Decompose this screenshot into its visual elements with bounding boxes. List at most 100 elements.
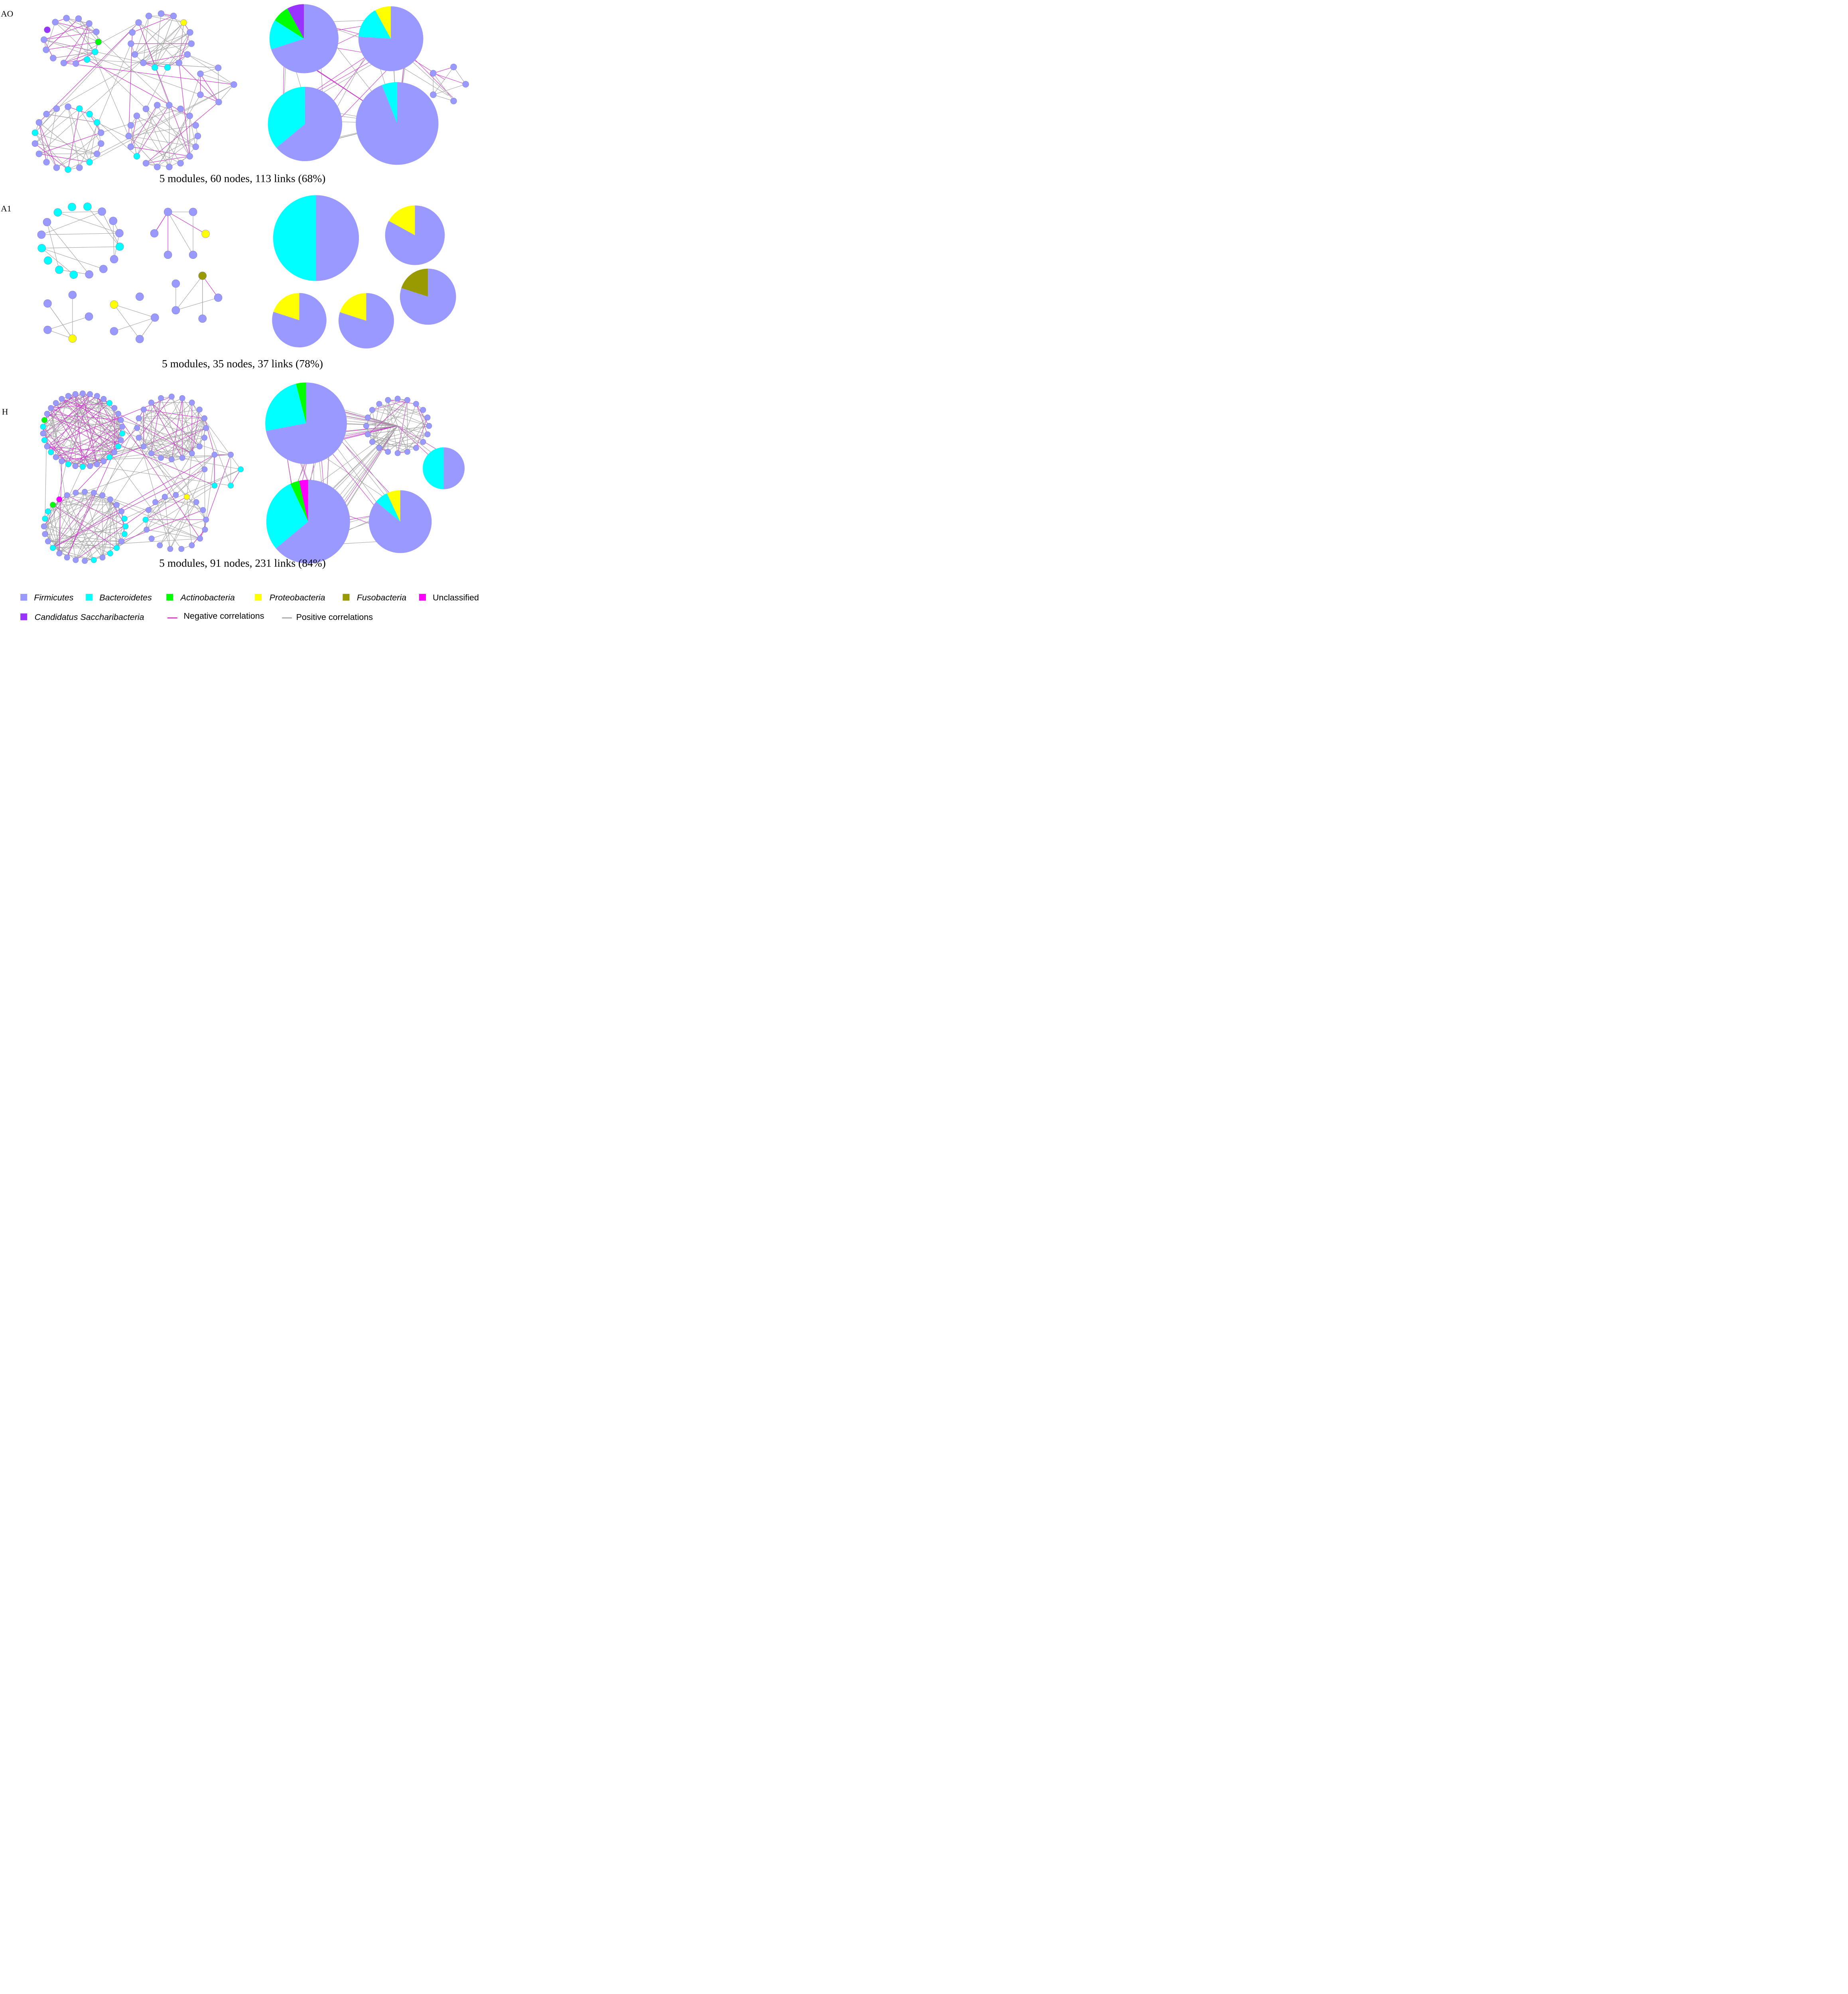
legend-item-fusobacteria: Fusobacteria (343, 593, 406, 603)
network-node (118, 437, 124, 443)
network-node (115, 443, 121, 449)
network-node (151, 313, 159, 322)
legend-item-saccharibacteria: Candidatus Saccharibacteria (20, 613, 144, 622)
network-node (238, 466, 244, 473)
negative-correlation-edge (46, 18, 79, 50)
positive-correlation-edge (43, 495, 103, 527)
network-node (42, 516, 48, 522)
network-node (107, 550, 113, 556)
network-node (201, 435, 208, 441)
network-node (99, 492, 106, 498)
positive-correlation-edge (146, 67, 168, 109)
network-node (413, 445, 419, 451)
positive-correlation-edge (397, 434, 428, 453)
module-pie (368, 490, 432, 553)
positive-correlation-edge (323, 426, 398, 502)
positive-correlation-edge (139, 317, 155, 339)
negative-correlation-edge (179, 63, 190, 156)
positive-correlation-edge (204, 418, 231, 486)
network-node (183, 494, 190, 500)
positive-correlation-edge (128, 105, 169, 136)
negative-correlation-edge (138, 396, 172, 438)
positive-correlation-edge (87, 59, 219, 68)
network-node (41, 36, 47, 43)
network-node (76, 164, 83, 171)
positive-correlation-edge (39, 122, 90, 163)
positive-correlation-edge (41, 211, 102, 235)
network-node (59, 458, 65, 464)
network-node (189, 250, 197, 259)
legend-swatch (86, 594, 93, 601)
negative-correlation-edge (367, 400, 408, 435)
network-node (164, 250, 172, 259)
network-node (152, 499, 158, 505)
positive-correlation-edge (182, 398, 207, 428)
positive-correlation-edge (43, 433, 114, 453)
positive-correlation-edge (79, 108, 101, 144)
network-node (94, 150, 100, 157)
network-node (140, 406, 147, 413)
network-node (168, 456, 175, 463)
legend-item-proteobacteria: Proteobacteria (254, 593, 325, 603)
positive-correlation-edge (138, 418, 162, 458)
network-node (87, 463, 93, 469)
positive-correlation-edge (372, 400, 408, 442)
network-node (73, 490, 79, 496)
network-node (32, 140, 39, 147)
positive-correlation-edge (179, 22, 184, 63)
positive-correlation-edge (47, 329, 73, 339)
positive-correlation-edge (143, 22, 184, 63)
module-pie (430, 63, 469, 104)
positive-correlation-edge (53, 548, 94, 560)
network-node (129, 29, 136, 36)
network-node (385, 397, 391, 403)
network-node (178, 546, 185, 552)
positive-correlation-edge (75, 398, 183, 560)
positive-correlation-edge (149, 16, 184, 23)
network-node (52, 19, 59, 26)
negative-correlation-edge (154, 212, 168, 234)
positive-correlation-edge (138, 437, 183, 458)
pie-slice (265, 384, 306, 431)
network-node (40, 430, 46, 437)
network-node (197, 70, 204, 77)
network-node (37, 231, 46, 239)
network-node (140, 443, 147, 449)
network-node (180, 19, 187, 26)
network-node (45, 538, 51, 544)
network-node (369, 407, 375, 413)
network-node (69, 270, 78, 279)
module-pie (356, 82, 439, 165)
positive-correlation-edge (167, 32, 190, 68)
negative-correlation-edge (75, 497, 165, 560)
network-node (93, 28, 100, 35)
network-node (385, 449, 391, 455)
pie-slice (382, 82, 397, 124)
network-node (115, 411, 121, 417)
positive-correlation-edge (61, 433, 122, 462)
negative-correlation-edge (151, 428, 207, 454)
network-node (60, 59, 67, 67)
positive-correlation-edge (51, 408, 76, 560)
positive-correlation-edge (186, 497, 192, 546)
network-node (197, 91, 204, 98)
network-node (164, 64, 171, 71)
pie-slice (275, 8, 304, 39)
network-node (106, 400, 112, 406)
network-node (63, 15, 70, 22)
positive-correlation-edge (116, 518, 125, 548)
network-node (110, 300, 118, 309)
pie-slice (401, 268, 428, 297)
network-node (430, 91, 437, 98)
network-node (85, 312, 93, 321)
legend-label: Proteobacteria (270, 593, 325, 603)
positive-correlation-edge (75, 495, 103, 560)
negative-correlation-edge (145, 497, 187, 520)
pie-slice (266, 382, 347, 464)
positive-correlation-edge (137, 428, 176, 495)
pie-slice (340, 293, 366, 321)
positive-correlation-edge (433, 94, 454, 101)
positive-correlation-edge (145, 497, 165, 520)
negative-correlation-edge (47, 446, 104, 462)
positive-correlation-edge (89, 84, 234, 163)
